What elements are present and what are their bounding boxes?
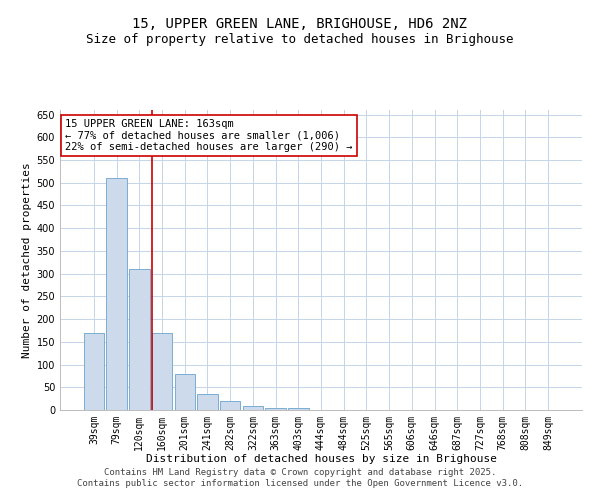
Bar bbox=[152, 332, 172, 410]
Text: Contains HM Land Registry data © Crown copyright and database right 2025.
Contai: Contains HM Land Registry data © Crown c… bbox=[77, 468, 523, 487]
Y-axis label: Number of detached properties: Number of detached properties bbox=[22, 162, 32, 358]
Text: 15, UPPER GREEN LANE, BRIGHOUSE, HD6 2NZ: 15, UPPER GREEN LANE, BRIGHOUSE, HD6 2NZ bbox=[133, 18, 467, 32]
Bar bbox=[129, 269, 149, 410]
Bar bbox=[220, 401, 241, 410]
X-axis label: Distribution of detached houses by size in Brighouse: Distribution of detached houses by size … bbox=[146, 454, 497, 464]
Bar bbox=[106, 178, 127, 410]
Bar bbox=[288, 408, 308, 410]
Bar bbox=[197, 394, 218, 410]
Bar bbox=[242, 406, 263, 410]
Bar bbox=[84, 332, 104, 410]
Text: 15 UPPER GREEN LANE: 163sqm
← 77% of detached houses are smaller (1,006)
22% of : 15 UPPER GREEN LANE: 163sqm ← 77% of det… bbox=[65, 119, 353, 152]
Text: Size of property relative to detached houses in Brighouse: Size of property relative to detached ho… bbox=[86, 32, 514, 46]
Bar bbox=[175, 374, 195, 410]
Bar bbox=[265, 408, 286, 410]
